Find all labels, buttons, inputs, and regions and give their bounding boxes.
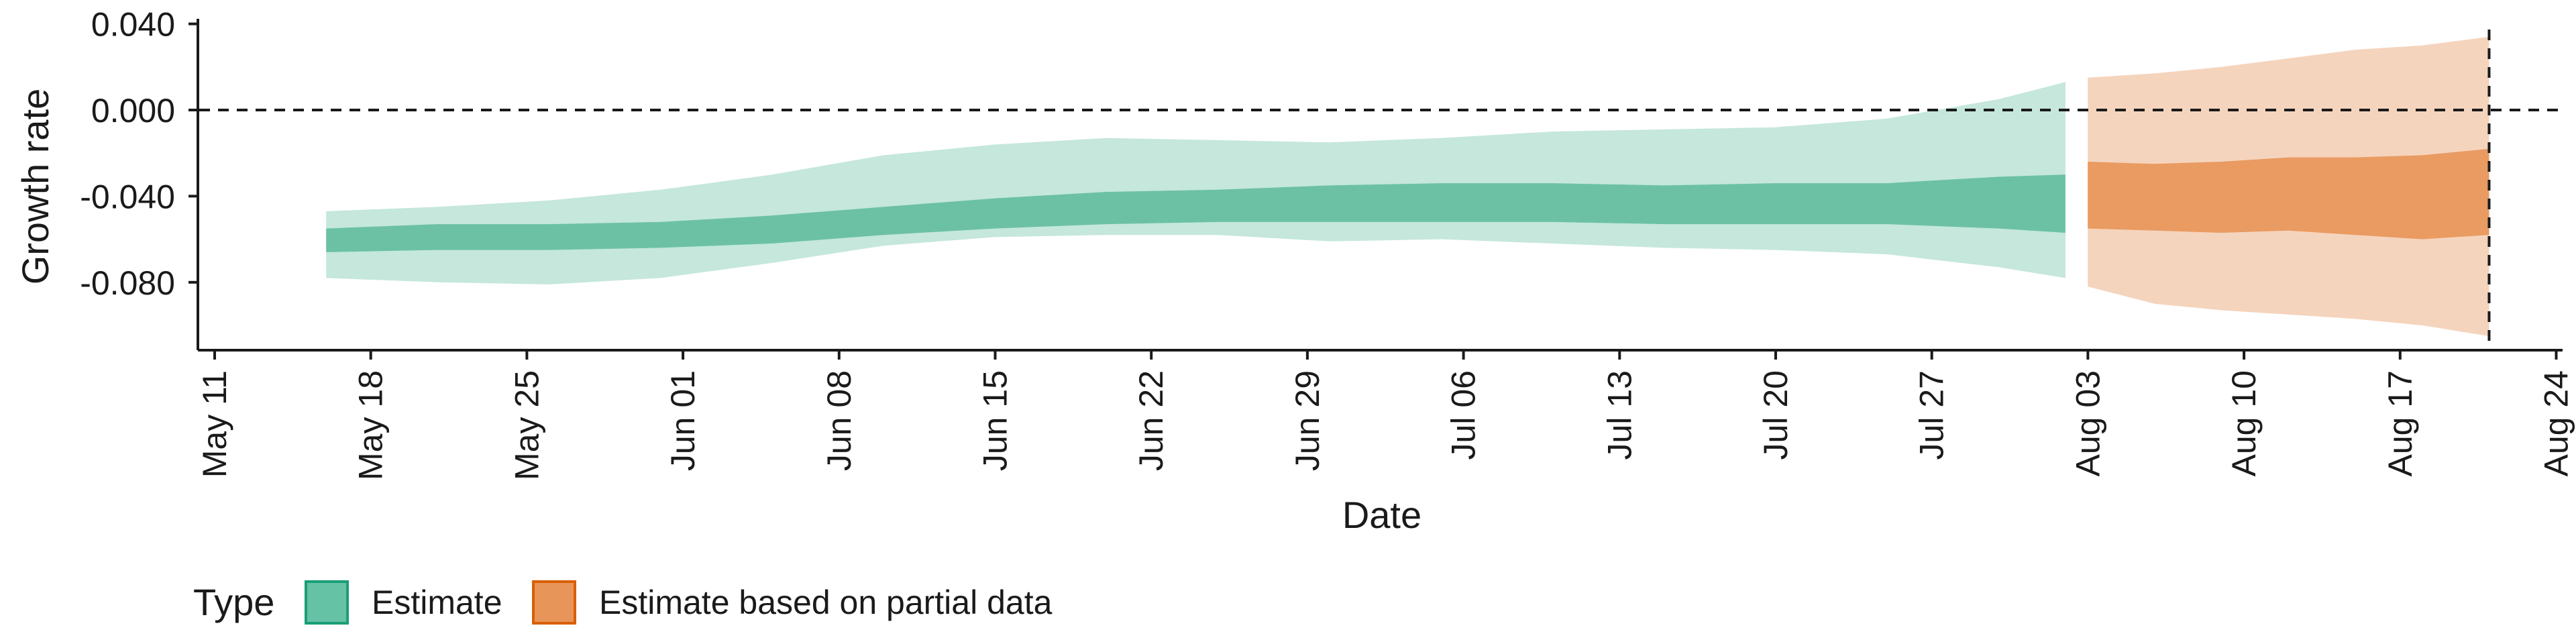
x-tick-label: Jul 13 [1601, 370, 1638, 460]
legend-label-partial: Estimate based on partial data [599, 584, 1053, 621]
x-tick-labels: May 11 May 18 May 25 Jun 01 Jun 08 Jun 15 Jun … [196, 370, 2575, 480]
y-tick-label: -0.080 [80, 264, 175, 302]
y-tick-labels: 0.040 0.000 -0.040 -0.080 [80, 6, 175, 302]
y-tick-label: 0.040 [91, 6, 175, 44]
axes [189, 19, 2563, 360]
x-tick-label: Aug 17 [2381, 370, 2419, 476]
x-tick-label: Jun 22 [1132, 370, 1170, 471]
x-tick-label: Jun 29 [1289, 370, 1326, 471]
y-axis-title: Growth rate [14, 89, 56, 285]
legend-key-partial [532, 580, 576, 625]
legend-label-estimate: Estimate [372, 584, 502, 621]
series-1-inner-band [2088, 148, 2489, 239]
y-tick-label: 0.000 [91, 92, 175, 129]
x-tick-label: Jun 15 [977, 370, 1014, 471]
x-tick-label: Jul 27 [1913, 370, 1951, 460]
series-0-inner-band [326, 174, 2065, 252]
x-tick-label: May 11 [196, 370, 233, 478]
plot-area [199, 30, 2563, 350]
legend-key-estimate [305, 580, 349, 625]
legend-title: Type [193, 581, 274, 623]
x-tick-label: Aug 10 [2225, 370, 2263, 476]
x-tick-label: Jul 06 [1445, 370, 1483, 460]
x-tick-label: May 18 [352, 370, 390, 480]
x-tick-label: Jun 08 [820, 370, 858, 471]
x-tick-label: Aug 24 [2538, 370, 2575, 476]
x-tick-label: May 25 [508, 370, 545, 480]
x-tick-label: Jun 01 [664, 370, 702, 471]
x-tick-label: Aug 03 [2069, 370, 2106, 476]
legend: Type Estimate Estimate based on partial … [193, 580, 1053, 625]
x-tick-label: Jul 20 [1757, 370, 1794, 460]
x-axis-title: Date [1342, 494, 1421, 536]
y-tick-label: -0.040 [80, 178, 175, 215]
